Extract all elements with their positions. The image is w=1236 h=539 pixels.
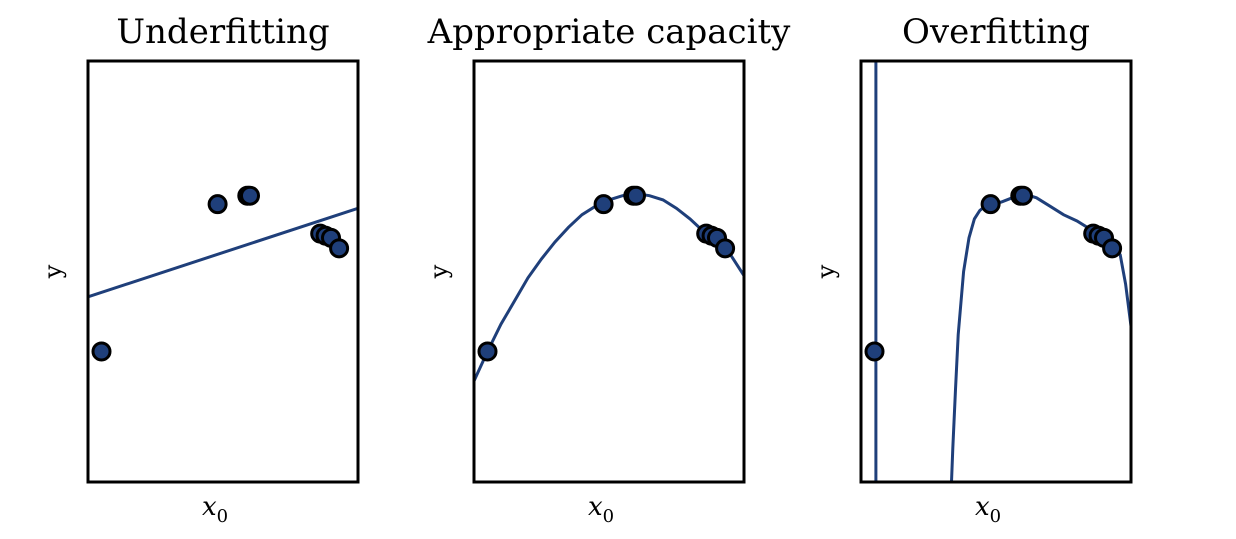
data-point bbox=[864, 341, 885, 362]
panel-overfitting: Overfitting x0 y bbox=[812, 12, 1133, 527]
data-point bbox=[91, 341, 112, 362]
data-point bbox=[329, 238, 350, 259]
data-point bbox=[980, 194, 1001, 215]
data-point bbox=[1102, 238, 1123, 259]
data-point bbox=[1013, 185, 1033, 206]
fit-curve bbox=[474, 192, 744, 382]
chart-title: Underfitting bbox=[116, 12, 329, 52]
y-axis-label: y bbox=[812, 264, 840, 279]
panel-appropriate-capacity: Appropriate capacity x0 y bbox=[425, 12, 791, 527]
chart-title: Overfitting bbox=[902, 12, 1090, 52]
x-axis-label: x0 bbox=[975, 492, 1001, 527]
fit-curve bbox=[88, 206, 358, 299]
axes-frame bbox=[859, 59, 1133, 484]
x-axis-label: x0 bbox=[588, 492, 614, 527]
data-point bbox=[207, 194, 228, 215]
y-axis-label: y bbox=[39, 264, 67, 279]
data-point bbox=[626, 185, 646, 206]
panel-underfitting: Underfitting x0 y bbox=[39, 12, 360, 527]
data-point bbox=[593, 194, 614, 215]
axes-frame bbox=[472, 59, 746, 484]
chart-title: Appropriate capacity bbox=[427, 12, 791, 52]
y-axis-label: y bbox=[425, 264, 453, 279]
data-point bbox=[715, 238, 736, 259]
data-point bbox=[240, 185, 260, 206]
axes-frame bbox=[86, 59, 360, 484]
data-point bbox=[477, 341, 498, 362]
x-axis-label: x0 bbox=[202, 492, 228, 527]
